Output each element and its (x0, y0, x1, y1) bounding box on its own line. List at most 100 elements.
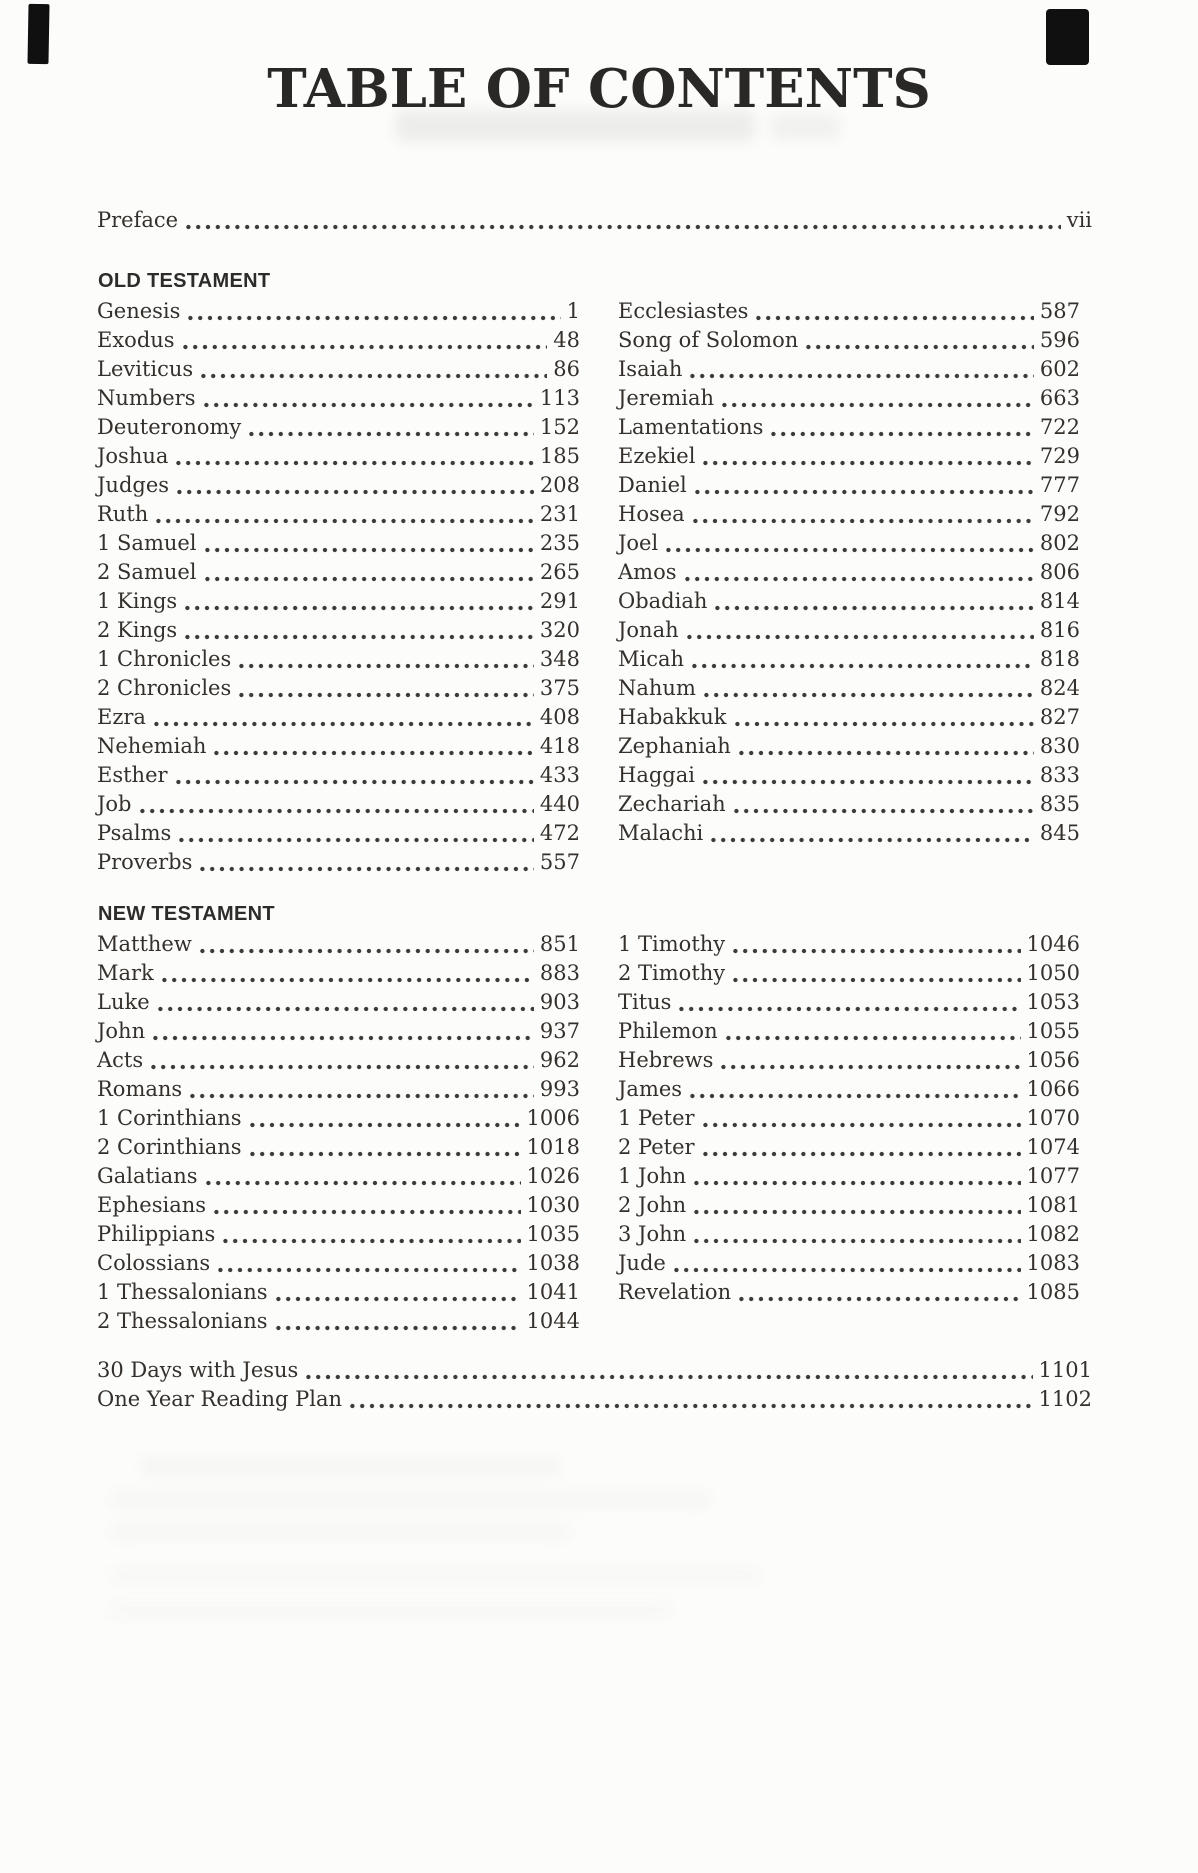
toc-entry: Titus 1053 (618, 988, 1080, 1017)
entry-page-number: 185 (539, 444, 580, 468)
entry-page-number: 729 (1039, 444, 1080, 468)
toc-entry: Deuteronomy 152 (97, 413, 580, 442)
dot-leader (690, 373, 1034, 379)
entry-label: Daniel (618, 473, 687, 497)
dot-leader (199, 948, 534, 954)
entry-page-number: 1085 (1026, 1280, 1080, 1304)
toc-entry: Joshua 185 (97, 442, 580, 471)
dot-leader (151, 1064, 534, 1070)
entry-label: 2 Kings (97, 618, 178, 642)
dot-leader (177, 489, 534, 495)
toc-entry: Jeremiah 663 (618, 384, 1080, 413)
entry-page-number: 833 (1039, 763, 1080, 787)
dot-leader (725, 1035, 1021, 1041)
dot-leader (733, 948, 1021, 954)
entry-page-number: 903 (539, 990, 580, 1014)
entry-label: 2 Peter (618, 1135, 695, 1159)
entry-page-number: 231 (539, 502, 580, 526)
dot-leader (694, 1238, 1021, 1244)
entry-page-number: 883 (539, 961, 580, 985)
toc-entry: 2 John 1081 (618, 1191, 1080, 1220)
toc-entry: Zephaniah 830 (618, 732, 1080, 761)
entry-label: Genesis (97, 299, 181, 323)
entry-label: Galatians (97, 1164, 198, 1188)
toc-entry: Habakkuk 827 (618, 703, 1080, 732)
entry-label: Romans (97, 1077, 183, 1101)
entry-label: Philippians (97, 1222, 216, 1246)
dot-leader (249, 1122, 521, 1128)
dot-leader (204, 547, 534, 553)
entry-page-number: 1041 (526, 1280, 580, 1304)
entry-page-number: 1 (566, 299, 580, 323)
entry-label: 3 John (618, 1222, 687, 1246)
toc-entry: Luke 903 (97, 988, 580, 1017)
toc-entry: One Year Reading Plan 1102 (97, 1385, 1092, 1414)
entry-page-number: 802 (1039, 531, 1080, 555)
entry-page-number: 1083 (1026, 1251, 1080, 1275)
toc-entry: Zechariah 835 (618, 790, 1080, 819)
entry-page-number: 962 (539, 1048, 580, 1072)
toc-entry: Jonah 816 (618, 616, 1080, 645)
old-testament-column-left: Genesis 1 Exodus 48 Leviticus 86 Numbers… (97, 297, 580, 877)
entry-label: Jeremiah (618, 386, 714, 410)
toc-entry: Ezra 408 (97, 703, 580, 732)
entry-label: Ecclesiastes (618, 299, 749, 323)
dot-leader (188, 315, 561, 321)
toc-entry: Ecclesiastes 587 (618, 297, 1080, 326)
entry-label: 1 Thessalonians (97, 1280, 268, 1304)
entry-page-number: 663 (1039, 386, 1080, 410)
bleedthrough-smudge (110, 1604, 670, 1617)
entry-page-number: 1006 (526, 1106, 580, 1130)
toc-entry: Ephesians 1030 (97, 1191, 580, 1220)
entry-page-number: 440 (539, 792, 580, 816)
dot-leader (185, 605, 534, 611)
toc-entry: Preface vii (97, 206, 1092, 235)
entry-page-number: 1050 (1026, 961, 1080, 985)
entry-page-number: 722 (1039, 415, 1080, 439)
entry-page-number: 113 (539, 386, 580, 410)
dot-leader (249, 1151, 521, 1157)
entry-label: Zephaniah (618, 734, 731, 758)
toc-entry: 1 Corinthians 1006 (97, 1104, 580, 1133)
entry-label: 1 Timothy (618, 932, 726, 956)
dot-leader (185, 634, 534, 640)
entry-page-number: 587 (1039, 299, 1080, 323)
entry-page-number: 1066 (1026, 1077, 1080, 1101)
bleedthrough-smudge (770, 114, 840, 140)
toc-entry: Hebrews 1056 (618, 1046, 1080, 1075)
entry-label: John (97, 1019, 146, 1043)
entry-page-number: 1056 (1026, 1048, 1080, 1072)
entry-label: Micah (618, 647, 685, 671)
entry-label: Nahum (618, 676, 696, 700)
entry-page-number: 472 (539, 821, 580, 845)
dot-leader (153, 721, 534, 727)
entry-label: 2 Corinthians (97, 1135, 242, 1159)
entry-label: 1 Chronicles (97, 647, 232, 671)
entry-page-number: 1053 (1026, 990, 1080, 1014)
entry-label: Amos (618, 560, 677, 584)
toc-entry: Song of Solomon 596 (618, 326, 1080, 355)
old-testament-columns: Genesis 1 Exodus 48 Leviticus 86 Numbers… (97, 297, 1080, 877)
entry-page-number: 1070 (1026, 1106, 1080, 1130)
entry-label: Titus (618, 990, 672, 1014)
entry-label: 1 Kings (97, 589, 178, 613)
toc-entry: Isaiah 602 (618, 355, 1080, 384)
entry-page-number: 602 (1039, 357, 1080, 381)
entry-label: 2 Chronicles (97, 676, 232, 700)
dot-leader (690, 1093, 1021, 1099)
dot-leader (275, 1325, 521, 1331)
entry-label: Malachi (618, 821, 704, 845)
entry-page-number: 814 (1039, 589, 1080, 613)
toc-entry: Judges 208 (97, 471, 580, 500)
dot-leader (702, 1122, 1021, 1128)
old-testament-heading: OLD TESTAMENT (98, 270, 271, 292)
toc-entry: Haggai 833 (618, 761, 1080, 790)
toc-entry: Colossians 1038 (97, 1249, 580, 1278)
entry-label: Zechariah (618, 792, 726, 816)
entry-label: Isaiah (618, 357, 683, 381)
section-old-testament: OLD TESTAMENT Genesis 1 Exodus 48 Leviti… (97, 270, 1080, 877)
entry-label: 1 John (618, 1164, 687, 1188)
entry-page-number: vii (1066, 208, 1092, 232)
toc-entry: 2 Chronicles 375 (97, 674, 580, 703)
entry-label: 1 Peter (618, 1106, 695, 1130)
